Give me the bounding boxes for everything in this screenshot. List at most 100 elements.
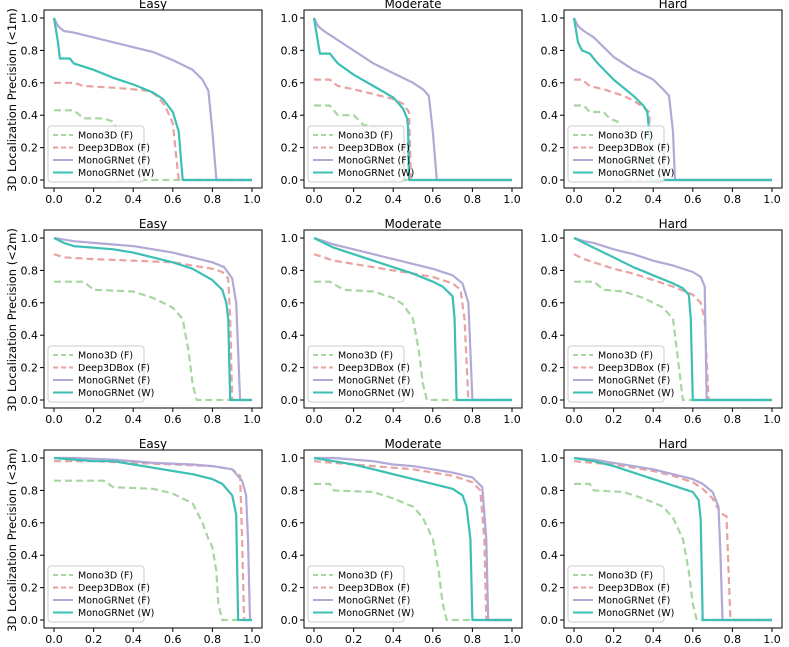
legend-label: MonoGRNet (F) <box>598 596 670 607</box>
y-tick-label: 0.2 <box>541 362 559 375</box>
x-tick-label: 0.4 <box>124 633 142 646</box>
legend-box <box>307 125 405 183</box>
x-tick-label: 0.6 <box>684 193 702 206</box>
legend-label: MonoGRNet (W) <box>598 608 674 619</box>
legend: Mono3D (F)Deep3DBox (F) MonoGRNet (F)Mono… <box>567 565 674 623</box>
series-line-mono3d-f <box>574 280 772 402</box>
x-tick-label: 0.4 <box>384 193 402 206</box>
y-tick-label: 0.0 <box>21 394 39 407</box>
panel-hard-2: Hard 0.0 0.2 0.4 0.6 0.8 1.0 0.0 0.2 0.4 0.6 0.8 1.0… <box>541 217 783 426</box>
legend-label: Deep3DBox (F) <box>598 583 670 594</box>
x-tick-label: 0.8 <box>464 413 482 426</box>
x-tick-label: 0.2 <box>85 193 103 206</box>
y-tick-label: 0.4 <box>541 329 559 342</box>
legend-label: MonoGRNet (F) <box>338 376 410 387</box>
y-tick-label: 0.8 <box>281 484 299 497</box>
series-line-mono3d-f <box>314 280 512 402</box>
x-tick-label: 0.0 <box>565 193 583 206</box>
x-tick-label: 1.0 <box>243 193 261 206</box>
legend-label: Mono3D (F) <box>338 351 393 362</box>
series-line-monogrnet-f <box>573 236 772 402</box>
x-tick-label: 0.2 <box>85 633 103 646</box>
x-tick-label: 1.0 <box>763 193 781 206</box>
y-tick-label: 1.0 <box>541 232 559 245</box>
series-line-deep3dbox-f <box>314 78 512 182</box>
x-tick-label: 0.0 <box>565 413 583 426</box>
legend-label: Mono3D (F) <box>598 351 653 362</box>
series-line-monogrnet-f <box>573 17 772 182</box>
y-tick-label: 0.4 <box>281 329 299 342</box>
y-tick-label: 0.4 <box>21 549 39 562</box>
y-tick-label: 0.0 <box>541 394 559 407</box>
series-line-monogrnet-w <box>52 17 252 182</box>
x-tick-label: 0.8 <box>204 633 222 646</box>
y-tick-label: 0.2 <box>541 142 559 155</box>
x-tick-label: 0.4 <box>644 633 662 646</box>
y-tick-label: 0.6 <box>281 517 299 530</box>
series-line-deep3dbox-f <box>573 460 772 622</box>
panel-moderate-2: Moderate 0.0 0.2 0.4 0.6 0.8 1.0 0.0 0.2 0.4 0.6 0.… <box>281 217 523 426</box>
x-tick-label: 0.2 <box>345 413 363 426</box>
legend-label: MonoGRNet (F) <box>78 156 150 167</box>
x-tick-label: 0.8 <box>204 413 222 426</box>
legend-label: MonoGRNet (F) <box>338 596 410 607</box>
x-tick-label: 0.0 <box>45 193 63 206</box>
legend-box <box>307 565 405 623</box>
series-line-monogrnet-f <box>54 456 252 622</box>
x-tick-label: 1.0 <box>243 633 261 646</box>
y-tick-label: 0.8 <box>21 484 39 497</box>
legend-box <box>47 125 145 183</box>
y-tick-label: 0.0 <box>541 614 559 627</box>
y-tick-label: 0.8 <box>541 44 559 57</box>
legend-box <box>567 125 665 183</box>
y-tick-label: 0.6 <box>281 297 299 310</box>
y-tick-label: 0.6 <box>281 77 299 90</box>
x-tick-label: 0.6 <box>424 413 442 426</box>
x-tick-label: 0.2 <box>605 633 623 646</box>
x-tick-label: 0.6 <box>424 633 442 646</box>
legend-label: MonoGRNet (F) <box>338 156 410 167</box>
y-tick-label: 0.4 <box>21 329 39 342</box>
y-tick-label: 0.0 <box>281 614 299 627</box>
y-tick-label: 0.2 <box>21 362 39 375</box>
y-tick-label: 0.6 <box>541 77 559 90</box>
y-tick-label: 0.8 <box>281 264 299 277</box>
y-tick-label: 0.2 <box>21 142 39 155</box>
x-tick-label: 0.8 <box>464 633 482 646</box>
series-line-deep3dbox-f <box>53 253 252 402</box>
series-line-monogrnet-w <box>313 456 512 622</box>
legend-label: Deep3DBox (F) <box>338 143 410 154</box>
row-label-1m: 3D Localization Precision (<1m) <box>5 8 19 192</box>
x-tick-label: 0.6 <box>164 193 182 206</box>
y-tick-label: 0.4 <box>21 109 39 122</box>
legend-label: MonoGRNet (W) <box>338 608 414 619</box>
y-tick-label: 0.8 <box>541 264 559 277</box>
legend-label: Deep3DBox (F) <box>78 583 150 594</box>
panel-hard-3: Hard 0.0 0.2 0.4 0.6 0.8 1.0 0.0 0.2 0.4 0.6 0.8 1.0… <box>541 437 783 646</box>
series-line-monogrnet-f <box>313 17 512 182</box>
y-tick-label: 1.0 <box>541 452 559 465</box>
legend-label: Deep3DBox (F) <box>338 363 410 374</box>
y-tick-label: 0.2 <box>21 582 39 595</box>
x-tick-label: 1.0 <box>503 193 521 206</box>
x-tick-label: 0.6 <box>164 413 182 426</box>
y-tick-label: 0.2 <box>281 582 299 595</box>
x-tick-label: 0.4 <box>644 413 662 426</box>
legend-label: Mono3D (F) <box>598 131 653 142</box>
y-tick-label: 0.2 <box>281 142 299 155</box>
panel-title: Easy <box>139 217 167 231</box>
series-line-monogrnet-f <box>313 236 512 402</box>
y-tick-label: 1.0 <box>21 452 39 465</box>
legend-label: Deep3DBox (F) <box>78 143 150 154</box>
y-tick-label: 0.8 <box>21 44 39 57</box>
legend-label: MonoGRNet (F) <box>598 376 670 387</box>
panel-title: Easy <box>139 0 167 11</box>
legend-label: Deep3DBox (F) <box>338 583 410 594</box>
y-tick-label: 0.6 <box>541 517 559 530</box>
y-tick-label: 1.0 <box>281 232 299 245</box>
legend-label: MonoGRNet (W) <box>338 168 414 179</box>
x-tick-label: 0.8 <box>204 193 222 206</box>
legend-box <box>307 345 405 403</box>
panel-moderate-1: Moderate 0.0 0.2 0.4 0.6 0.8 1.0 0.0 0.2 0.4 0.6 0.… <box>281 0 523 206</box>
